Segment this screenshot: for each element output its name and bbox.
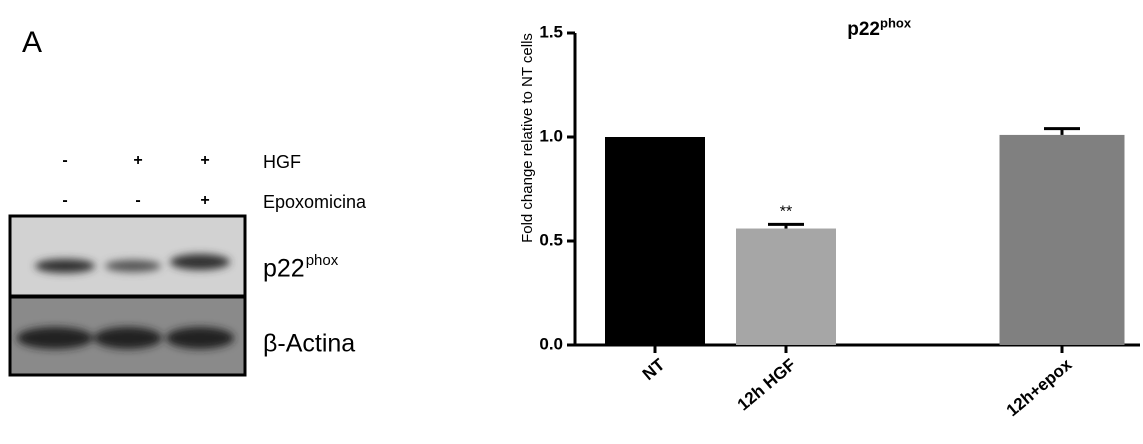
- band-label: β-Actina: [263, 330, 355, 358]
- treatment-sign: +: [200, 152, 209, 169]
- bar: [605, 137, 705, 345]
- treatment-sign: +: [200, 192, 209, 209]
- y-tick-label: 0.0: [539, 334, 563, 353]
- x-tick-label: NT: [639, 355, 669, 385]
- treatment-sign: -: [62, 152, 67, 169]
- treatment-sign: -: [135, 192, 140, 209]
- panel-label: A: [22, 26, 42, 59]
- chart-title: p22: [847, 19, 880, 40]
- band-label-sup: phox: [306, 252, 339, 269]
- y-tick-label: 1.5: [539, 22, 563, 41]
- treatment-label: HGF: [263, 152, 301, 172]
- annotation: **: [780, 204, 792, 221]
- bar: [736, 229, 836, 345]
- y-axis-label: Fold change relative to NT cells: [519, 33, 536, 243]
- bar: [1000, 135, 1125, 345]
- treatment-sign: +: [133, 152, 142, 169]
- treatment-sign: -: [62, 192, 67, 209]
- figure: A Fold change relative to NT cells p22 p…: [0, 0, 1143, 444]
- y-tick-label: 0.5: [539, 230, 563, 249]
- treatment-label: Epoxomicina: [263, 192, 367, 212]
- x-tick-label: 12h HGF: [734, 355, 800, 414]
- chart-title-sup: phox: [880, 15, 912, 30]
- page: {"panel_label": "A", "blot": { "treatmen…: [0, 0, 1143, 444]
- y-tick-label: 1.0: [539, 126, 563, 145]
- x-tick-label: 12h+epox: [1003, 355, 1076, 421]
- band-label: p22: [263, 255, 305, 283]
